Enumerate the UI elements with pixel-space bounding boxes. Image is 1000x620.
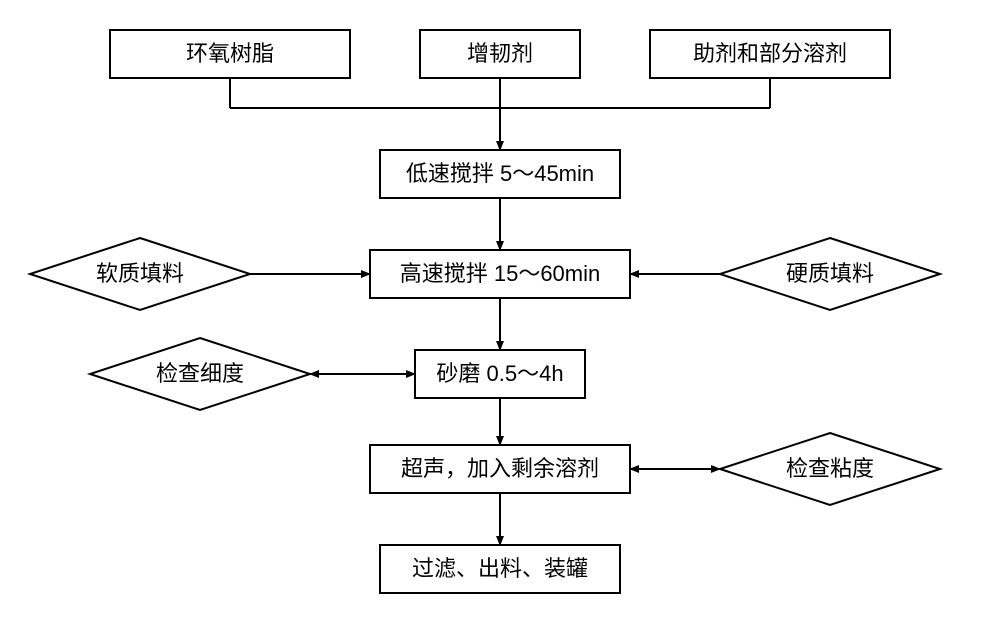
input-additives-label: 助剂和部分溶剂: [693, 41, 847, 66]
decision-hard-filler-label: 硬质填料: [786, 261, 874, 286]
process-low-speed-label: 低速搅拌 5～45min: [406, 161, 594, 186]
process-filter-label: 过滤、出料、装罐: [412, 556, 588, 581]
input-epoxy-label: 环氧树脂: [186, 41, 274, 66]
decision-check-visc-label: 检查粘度: [786, 456, 874, 481]
decision-soft-filler-label: 软质填料: [96, 261, 184, 286]
input-toughener-label: 增韧剂: [467, 41, 533, 66]
process-sand-mill-label: 砂磨 0.5～4h: [436, 361, 563, 386]
decision-check-fine-label: 检查细度: [156, 361, 244, 386]
process-high-speed-label: 高速搅拌 15～60min: [400, 261, 601, 286]
process-ultrasonic-label: 超声，加入剩余溶剂: [401, 456, 599, 481]
